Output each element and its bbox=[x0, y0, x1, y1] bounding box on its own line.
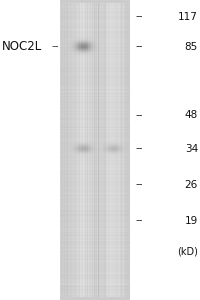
Text: 34: 34 bbox=[184, 143, 197, 154]
Text: --: -- bbox=[134, 143, 142, 154]
Text: --: -- bbox=[134, 11, 142, 22]
Text: 19: 19 bbox=[184, 215, 197, 226]
Text: --: -- bbox=[51, 41, 58, 52]
Text: NOC2L: NOC2L bbox=[2, 40, 42, 53]
Text: --: -- bbox=[134, 41, 142, 52]
Text: 26: 26 bbox=[184, 179, 197, 190]
Text: 117: 117 bbox=[177, 11, 197, 22]
Text: --: -- bbox=[134, 215, 142, 226]
Text: 85: 85 bbox=[184, 41, 197, 52]
Text: --: -- bbox=[134, 110, 142, 121]
Text: --: -- bbox=[134, 179, 142, 190]
Text: 48: 48 bbox=[184, 110, 197, 121]
Text: (kD): (kD) bbox=[176, 247, 197, 257]
